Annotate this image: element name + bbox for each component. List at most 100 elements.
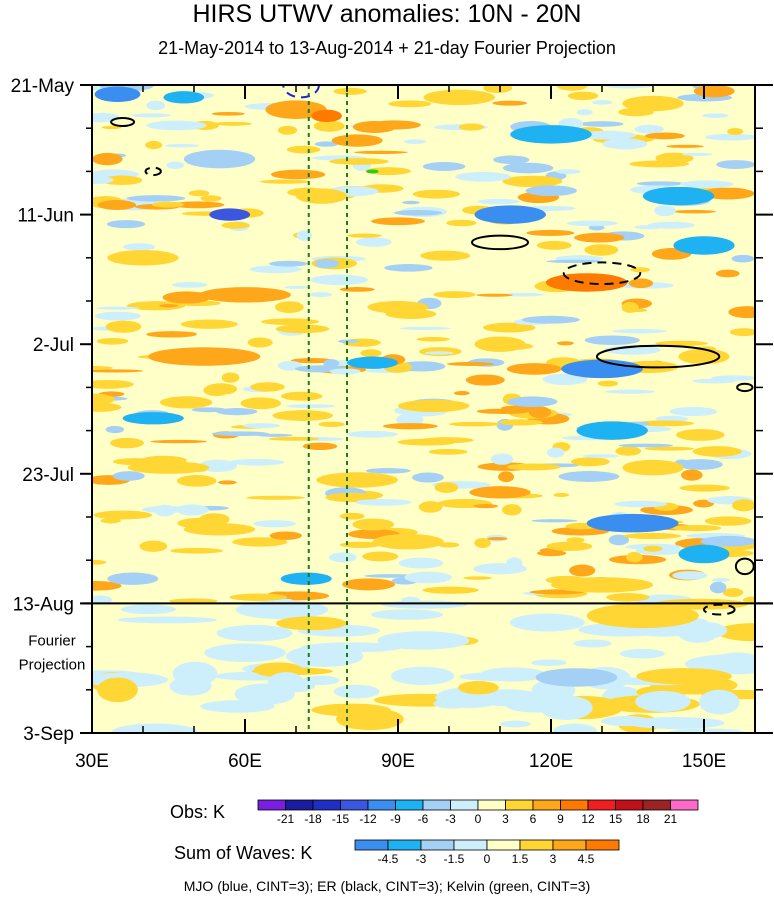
anomaly-streak <box>92 369 144 373</box>
anomaly-blob <box>545 273 628 292</box>
obs-colorbar-swatch <box>450 799 479 811</box>
anomaly-streak <box>249 265 303 274</box>
waves-colorbar-swatch <box>552 839 587 851</box>
anomaly-streak <box>722 588 744 597</box>
anomaly-streak <box>92 176 114 184</box>
anomaly-streak <box>211 431 269 437</box>
anomaly-blob <box>163 91 205 104</box>
anomaly-streak <box>92 112 120 123</box>
anomaly-streak <box>250 382 285 392</box>
anomaly-streak <box>354 150 408 154</box>
waves-colorbar-swatch <box>486 839 521 851</box>
anomaly-streak <box>388 100 432 108</box>
waves-colorbar-swatch <box>519 839 554 851</box>
obs-colorbar-swatch <box>560 799 589 811</box>
anomaly-streak <box>584 244 619 256</box>
anomaly-streak <box>247 337 273 348</box>
anomaly-streak <box>360 349 382 357</box>
anomaly-streak <box>232 537 288 547</box>
anomaly-streak <box>676 429 725 441</box>
anomaly-streak <box>453 390 470 396</box>
anomaly-streak <box>92 580 122 591</box>
anomaly-streak <box>92 559 107 565</box>
anomaly-streak <box>96 337 129 345</box>
anomaly-streak <box>420 250 471 261</box>
anomaly-streak <box>473 504 499 509</box>
projection-streak <box>216 624 293 642</box>
waves-colorbar-swatch <box>585 839 620 851</box>
anomaly-streak <box>673 209 717 214</box>
anomaly-streak <box>574 232 625 243</box>
anomaly-streak <box>150 439 207 444</box>
anomaly-streak <box>679 484 730 492</box>
anomaly-streak <box>355 498 412 506</box>
anomaly-streak <box>100 175 143 186</box>
obs-colorbar-swatch <box>477 799 506 811</box>
anomaly-blob <box>469 486 531 499</box>
anomaly-streak <box>655 152 694 164</box>
x-tick-label: 120E <box>529 751 573 772</box>
obs-colorbar-tick-label: 9 <box>557 812 564 826</box>
anomaly-streak <box>146 120 207 131</box>
anomaly-streak <box>654 205 676 217</box>
projection-streak <box>636 668 732 685</box>
anomaly-streak <box>401 200 420 205</box>
projection-streak <box>371 609 444 620</box>
anomaly-streak <box>346 430 398 438</box>
anomaly-streak <box>716 160 755 169</box>
anomaly-streak <box>228 458 285 466</box>
anomaly-blob <box>586 603 699 629</box>
obs-colorbar-tick-label: 18 <box>636 812 650 826</box>
anomaly-blob <box>561 359 643 379</box>
obs-colorbar-tick-label: -6 <box>418 812 429 826</box>
projection-streak <box>200 700 275 713</box>
anomaly-streak <box>628 278 654 289</box>
anomaly-streak <box>506 363 562 375</box>
projection-streak <box>251 667 333 676</box>
y-tick-label: 3-Sep <box>23 724 74 745</box>
anomaly-streak <box>277 125 298 135</box>
obs-colorbar-swatch <box>587 799 616 811</box>
anomaly-streak <box>92 402 122 412</box>
anomaly-streak <box>672 524 722 532</box>
anomaly-streak <box>170 201 225 209</box>
anomaly-streak <box>261 318 319 326</box>
anomaly-streak <box>705 133 755 141</box>
anomaly-streak <box>558 471 620 482</box>
anomaly-streak <box>159 304 179 308</box>
anomaly-streak <box>446 219 477 227</box>
obs-colorbar-swatch <box>615 799 644 811</box>
anomaly-blob <box>693 85 735 98</box>
anomaly-streak <box>597 380 619 387</box>
anomaly-blob <box>316 472 399 488</box>
obs-colorbar-tick-label: -12 <box>359 812 377 826</box>
anomaly-streak <box>644 132 685 140</box>
anomaly-streak <box>669 406 718 417</box>
anomaly-streak <box>727 128 744 135</box>
anomaly-streak <box>712 578 730 582</box>
projection-streak <box>553 723 598 733</box>
anomaly-blob <box>97 677 138 703</box>
anomaly-streak <box>242 423 280 429</box>
anomaly-streak <box>105 425 125 434</box>
obs-colorbar-tick-label: -15 <box>332 812 350 826</box>
anomaly-streak <box>551 526 609 536</box>
anomaly-streak <box>615 446 642 456</box>
obs-colorbar-swatch <box>422 799 451 811</box>
anomaly-blob <box>622 95 684 112</box>
anomaly-blob <box>311 109 342 123</box>
anomaly-streak <box>393 210 443 216</box>
anomaly-streak <box>422 162 466 171</box>
anomaly-blob <box>148 347 261 366</box>
anomaly-streak <box>329 368 361 375</box>
anomaly-streak <box>382 423 438 430</box>
anomaly-streak <box>271 169 326 180</box>
anomaly-streak <box>160 396 213 409</box>
anomaly-streak <box>424 351 454 355</box>
anomaly-streak <box>214 121 252 126</box>
x-tick-label: 30E <box>75 751 109 772</box>
anomaly-streak <box>498 471 515 483</box>
waves-colorbar-tick-label: 3 <box>550 852 557 866</box>
hovmoller-plot: 21-May 11-Jun 2-Jul 23-Jul 13-Aug 3-Sep Fourie… <box>11 76 773 866</box>
obs-colorbar-tick-label: 12 <box>581 812 595 826</box>
